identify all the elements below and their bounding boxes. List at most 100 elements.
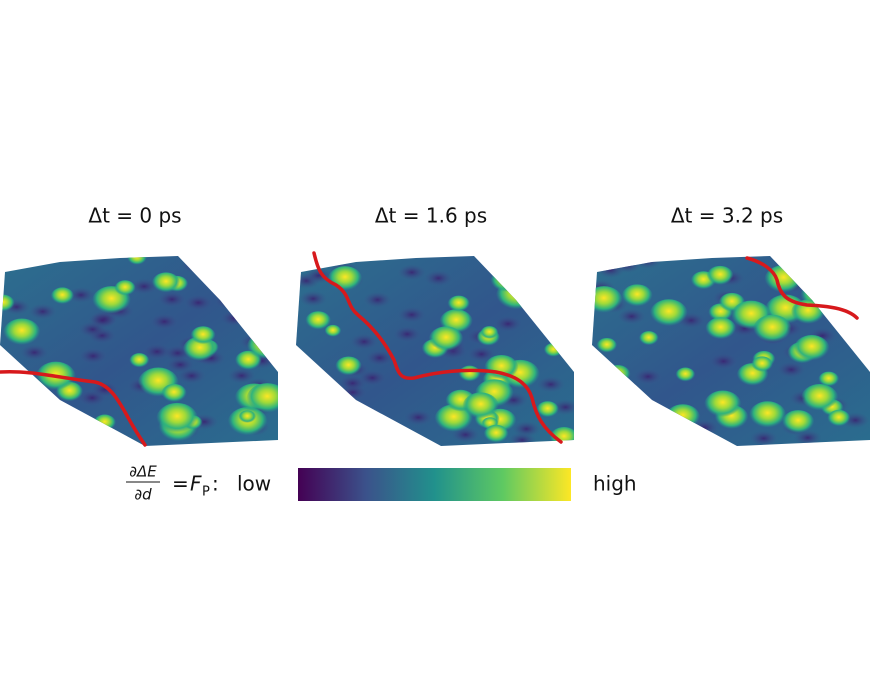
- surface-peak: [543, 343, 564, 359]
- surface-peak: [462, 392, 500, 422]
- panel-title: Δt = 0 ps: [88, 204, 181, 228]
- surface-dip: [181, 257, 210, 274]
- surface-dip: [296, 256, 312, 265]
- surface-dip: [492, 256, 521, 268]
- surface-peak: [49, 407, 84, 435]
- surface-peak: [553, 324, 574, 355]
- surface-dip: [821, 256, 850, 272]
- surface-dip: [550, 256, 574, 268]
- surface-peak: [3, 318, 41, 348]
- surface-dip: [802, 279, 831, 296]
- surface-peak: [706, 265, 734, 288]
- surface-peak: [704, 390, 742, 420]
- surface-dip: [157, 291, 186, 308]
- formula-denominator: ∂d: [134, 486, 152, 504]
- surface-peak: [649, 299, 688, 330]
- surface-peak: [156, 402, 199, 436]
- surface-panel: Δt = 3.2 ps: [592, 204, 870, 446]
- surface-dip: [20, 344, 49, 361]
- surface-dip: [494, 315, 523, 332]
- surface-dip: [166, 356, 195, 373]
- surface-peak: [665, 404, 701, 432]
- surface-dip: [393, 326, 422, 343]
- surface-dip: [363, 291, 392, 308]
- surface-peak: [818, 371, 840, 389]
- surface-dip: [365, 349, 394, 366]
- surface-dip: [184, 294, 213, 311]
- surface-peak: [604, 365, 631, 386]
- surface-dip: [856, 286, 870, 303]
- surface-dip: [397, 264, 426, 281]
- surface-peak: [0, 388, 31, 413]
- surface-dip: [142, 343, 171, 360]
- surface-dip: [299, 290, 328, 307]
- panel-title: Δt = 1.6 ps: [375, 204, 487, 228]
- surface-dip: [508, 432, 537, 446]
- surface-dip: [66, 287, 95, 304]
- surface-peak: [151, 272, 181, 295]
- surface-peak: [238, 410, 257, 425]
- surface-dip: [0, 421, 15, 438]
- surface-peak: [592, 286, 623, 316]
- surface-peak: [748, 401, 787, 431]
- surface-peak: [129, 353, 150, 370]
- surface-peak: [536, 401, 559, 419]
- surface-peak: [344, 410, 382, 441]
- surface-peak: [428, 326, 464, 354]
- surface-dip: [79, 348, 108, 365]
- surface-dip: [560, 261, 574, 278]
- surface-peak: [11, 434, 33, 446]
- surface-peak: [781, 410, 815, 436]
- surface-peak: [638, 331, 659, 347]
- surface-peak: [76, 431, 99, 446]
- surface-peak: [751, 356, 774, 374]
- surface-peak: [596, 337, 618, 355]
- surface-peak: [447, 295, 470, 314]
- colorbar-high-label: high: [593, 472, 637, 496]
- surface-dip: [613, 256, 642, 273]
- surface-peak: [675, 367, 696, 384]
- surface-peak: [227, 264, 265, 294]
- surface-peak: [127, 256, 147, 267]
- surface-peak: [93, 414, 117, 433]
- panel-title: Δt = 3.2 ps: [671, 204, 783, 228]
- surface-dip: [303, 393, 332, 410]
- surface-dip: [324, 422, 353, 439]
- surface-peak: [296, 395, 317, 422]
- surface-dip: [467, 346, 496, 363]
- surface-dip: [240, 257, 269, 274]
- surface-dip: [424, 270, 453, 287]
- surface-peak: [621, 284, 653, 309]
- surface-peak: [592, 356, 610, 374]
- surface-peak: [372, 420, 393, 437]
- surface-dip: [249, 322, 278, 339]
- surface-peak: [793, 335, 830, 364]
- surface-panel: Δt = 0 ps: [0, 204, 278, 447]
- surface-peak: [344, 424, 366, 442]
- surface-dip: [560, 327, 574, 344]
- surface-dip: [347, 422, 376, 439]
- surface-dip: [150, 313, 179, 330]
- surface-peak: [508, 268, 531, 287]
- surface-peak: [458, 365, 481, 384]
- surface-dip: [801, 256, 830, 266]
- panels: Δt = 0 ps Δt = 1.6 ps Δt = 3.2 ps: [0, 204, 870, 447]
- colorbar: [298, 468, 571, 501]
- surface-peak: [0, 294, 15, 314]
- surface-peak: [299, 363, 319, 380]
- formula-subscript: P: [202, 485, 210, 500]
- surface-dip: [592, 405, 607, 422]
- surface-dip: [130, 278, 159, 295]
- surface-peak: [246, 383, 278, 416]
- surface-dip: [845, 257, 870, 274]
- surface-peak: [50, 287, 75, 306]
- domain-boundary: [745, 256, 859, 320]
- surface-dip: [220, 310, 249, 327]
- surface-peak: [752, 314, 792, 346]
- surface-peak: [324, 324, 342, 339]
- surface-peak: [190, 326, 216, 347]
- surface-peak: [305, 311, 332, 332]
- surface-peak: [114, 280, 136, 298]
- surface-peak: [495, 280, 537, 313]
